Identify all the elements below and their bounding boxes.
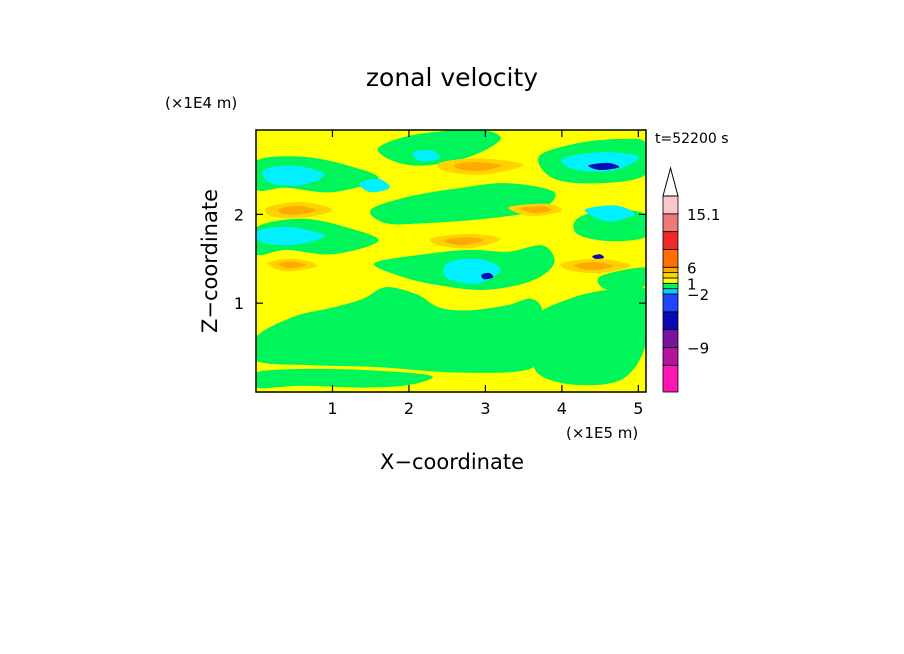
colorbar-level-6: [662, 288, 679, 295]
region-orange-core-4: [521, 206, 551, 214]
x-tick-label: 3: [480, 399, 490, 418]
region-orange-core-2: [454, 161, 502, 172]
region-cyan-6: [584, 205, 635, 222]
region-orange-core-1: [278, 205, 316, 215]
colorbar-level-13: [662, 213, 679, 233]
colorbar-level-9: [662, 272, 679, 279]
region-green-6: [369, 183, 556, 225]
plot-frame: [255, 129, 647, 393]
colorbar-level-7: [662, 282, 679, 290]
y-axis: 12: [234, 205, 646, 313]
colorbar-level-2: [662, 347, 679, 366]
colorbar: 15.1 61−2 −9: [662, 166, 720, 393]
y-unit-label: (×1E4 m): [165, 94, 237, 112]
region-dark-blue-3: [592, 254, 605, 259]
region-cyan-7: [412, 150, 440, 162]
region-green-3: [530, 285, 646, 386]
x-tick-label: 4: [557, 399, 567, 418]
colorbar-label: −9: [687, 339, 709, 357]
chart-title: zonal velocity: [366, 63, 538, 92]
region-cyan-4: [561, 152, 639, 172]
time-label: t=52200 s: [655, 131, 729, 147]
colorbar-level-1: [662, 364, 679, 393]
colorbar-level-11: [662, 249, 679, 268]
region-green-8: [377, 130, 501, 166]
colorbar-label: 15.1: [687, 206, 720, 224]
colorbar-label: 1: [687, 275, 697, 293]
x-axis: 1 2 3 4 5: [327, 130, 643, 418]
colorbar-level-5: [662, 293, 679, 313]
region-orange-core-6: [278, 261, 306, 269]
x-tick-label: 2: [404, 399, 414, 418]
colorbar-extend-arrow: [662, 166, 679, 197]
velocity-field: [256, 130, 646, 389]
y-tick-label: 2: [234, 205, 244, 224]
colorbar-level-14: [662, 195, 679, 215]
colorbar-label: −2: [687, 286, 709, 304]
y-axis-label: Z−coordinate: [198, 189, 222, 333]
region-cyan-1: [262, 165, 325, 186]
x-unit-label: (×1E5 m): [566, 424, 638, 442]
colorbar-level-4: [662, 311, 679, 331]
x-tick-label: 5: [633, 399, 643, 418]
region-orange-core-5: [574, 262, 614, 271]
region-green-1: [256, 287, 544, 373]
region-orange-core-3: [444, 237, 484, 246]
region-green-11: [597, 267, 646, 291]
colorbar-level-8: [662, 277, 679, 284]
y-tick-label: 1: [234, 294, 244, 313]
x-axis-label: X−coordinate: [380, 450, 524, 474]
colorbar-level-12: [662, 231, 679, 250]
x-tick-label: 1: [327, 399, 337, 418]
region-green-2: [256, 368, 433, 389]
colorbar-label: 6: [687, 259, 697, 277]
colorbar-level-10: [662, 266, 679, 274]
region-dark-blue-2: [481, 272, 494, 280]
colorbar-level-3: [662, 329, 679, 348]
region-cyan-2: [256, 226, 325, 246]
region-dark-blue-1: [588, 162, 620, 171]
region-cyan-5: [359, 178, 390, 193]
